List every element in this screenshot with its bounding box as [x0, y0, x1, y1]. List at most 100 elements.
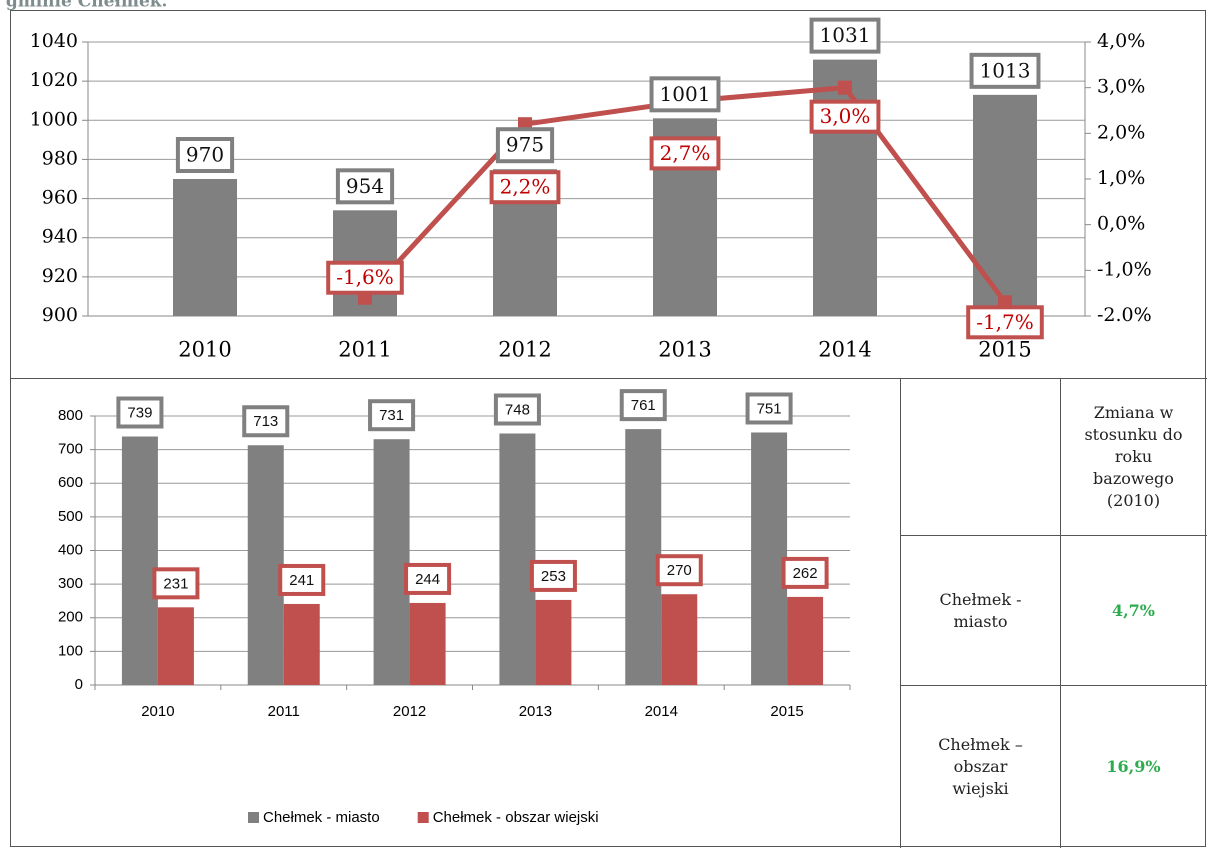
row-value: 16,9%	[1106, 757, 1161, 776]
data-label: 954	[346, 174, 384, 198]
x-tick-label: 2010	[141, 703, 174, 720]
x-tick-label: 2014	[645, 703, 678, 720]
x-tick-label: 2012	[393, 703, 426, 720]
bar	[173, 179, 237, 316]
bar	[625, 429, 662, 685]
label-box	[368, 399, 416, 432]
label-box	[649, 76, 721, 113]
y-tick-label: 200	[58, 609, 83, 626]
label-box	[242, 405, 290, 438]
data-label: 241	[289, 572, 314, 589]
label-box	[116, 396, 164, 429]
bar	[157, 607, 194, 685]
data-label: 3,0%	[820, 104, 871, 128]
y-tick-label: 1020	[30, 69, 78, 91]
y2-tick-label: -1,0%	[1097, 258, 1152, 280]
x-tick-label: 2015	[770, 703, 803, 720]
data-label: 751	[757, 400, 782, 417]
label-box	[809, 99, 881, 134]
data-label: 270	[667, 562, 692, 579]
y-tick-label: 100	[58, 642, 83, 659]
label-box	[489, 170, 561, 205]
row-value: 4,7%	[1111, 600, 1156, 620]
bar	[121, 436, 158, 685]
label-box	[529, 559, 577, 592]
y2-tick-label: 0,0%	[1097, 213, 1145, 235]
label-box	[326, 260, 404, 295]
table-cell: 4,7%	[1062, 537, 1205, 684]
bar	[813, 59, 877, 316]
data-label: 1013	[980, 58, 1031, 82]
label-box	[655, 554, 703, 587]
y-tick-label: 980	[42, 147, 78, 169]
legend-label: Chełmek - obszar wiejski	[433, 809, 599, 826]
y2-tick-label: -2.0%	[1097, 304, 1152, 326]
label-box	[809, 17, 881, 54]
y-tick-label: 500	[58, 508, 83, 525]
y-tick-label: 600	[58, 474, 83, 491]
header-text: Zmiana w stosunku do roku bazowego (2010…	[1084, 403, 1183, 510]
x-tick-label: 2015	[978, 338, 1031, 362]
row-label: Chełmek - miasto	[939, 589, 1022, 631]
y-tick-label: 1040	[30, 30, 78, 52]
x-tick-label: 2013	[519, 703, 552, 720]
label-box	[745, 392, 793, 425]
x-tick-label: 2011	[338, 338, 391, 362]
y-tick-label: 400	[58, 541, 83, 558]
table-header: Zmiana w stosunku do roku bazowego (2010…	[1062, 380, 1205, 534]
y-tick-label: 900	[42, 304, 78, 326]
marker	[838, 80, 852, 95]
data-label: 970	[186, 143, 224, 167]
label-box	[152, 567, 200, 600]
y2-tick-label: 2,0%	[1097, 121, 1145, 143]
y2-tick-label: 4,0%	[1097, 30, 1145, 52]
bar	[661, 594, 698, 685]
table-cell: Chełmek - miasto	[902, 537, 1059, 684]
y-tick-label: 960	[42, 187, 78, 209]
data-label: 713	[253, 413, 278, 430]
label-box	[619, 389, 667, 422]
data-label: 1031	[820, 23, 871, 47]
label-box	[493, 393, 541, 426]
bar	[283, 603, 320, 685]
x-tick-label: 2013	[658, 338, 711, 362]
y-tick-label: 1000	[30, 108, 78, 130]
x-tick-label: 2010	[178, 338, 231, 362]
data-label: 975	[506, 133, 544, 157]
data-label: 761	[631, 397, 656, 414]
data-label: -1,7%	[976, 310, 1034, 334]
table-cell: Chełmek – obszar wiejski	[902, 687, 1059, 847]
bar	[499, 433, 536, 685]
y-tick-label: 940	[42, 226, 78, 248]
data-label: 2,7%	[660, 141, 711, 165]
data-label: 731	[379, 407, 404, 424]
table-cell: 16,9%	[1062, 687, 1205, 847]
data-label: 262	[793, 565, 818, 582]
label-box	[649, 136, 721, 171]
data-label: 253	[541, 568, 566, 585]
y-tick-label: 700	[58, 441, 83, 458]
bar	[751, 432, 788, 685]
bar	[373, 439, 410, 685]
legend-swatch	[417, 812, 429, 823]
data-label: 2,2%	[500, 175, 551, 199]
x-tick-label: 2012	[498, 338, 551, 362]
y-tick-label: 800	[58, 407, 83, 424]
label-box	[404, 562, 452, 595]
data-label: 1001	[660, 82, 711, 106]
label-box	[781, 556, 829, 589]
legend-swatch	[248, 812, 259, 823]
label-box	[966, 305, 1044, 340]
label-box	[335, 168, 395, 205]
x-tick-label: 2014	[818, 338, 871, 362]
y-tick-label: 920	[42, 265, 78, 287]
label-box	[495, 127, 555, 164]
data-label: 739	[127, 404, 152, 421]
y2-tick-label: 3,0%	[1097, 76, 1145, 98]
bar	[973, 94, 1037, 316]
data-label: 748	[505, 401, 530, 418]
label-box	[175, 137, 235, 173]
frame	[10, 10, 1206, 847]
bar	[409, 602, 446, 685]
